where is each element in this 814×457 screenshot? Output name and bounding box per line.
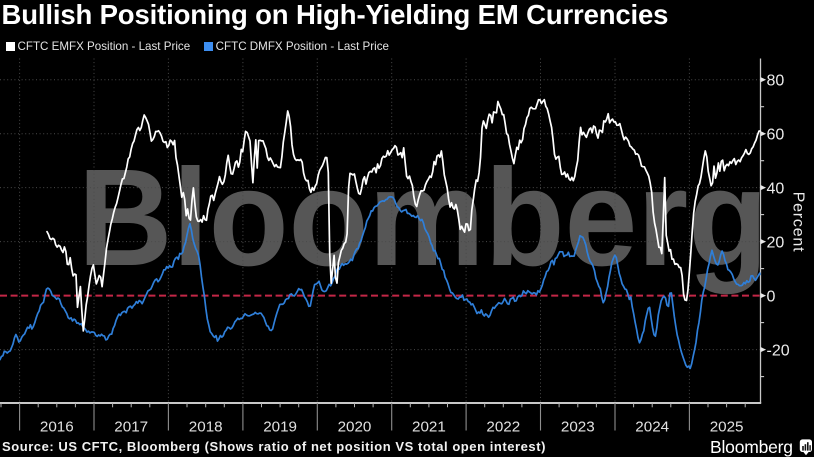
svg-text:40: 40 xyxy=(767,180,785,197)
svg-text:2025: 2025 xyxy=(710,419,744,436)
svg-text:2023: 2023 xyxy=(561,419,595,436)
svg-text:2020: 2020 xyxy=(338,419,372,436)
svg-text:2017: 2017 xyxy=(114,419,148,436)
svg-text:0: 0 xyxy=(767,288,776,305)
svg-text:80: 80 xyxy=(767,72,785,89)
svg-text:60: 60 xyxy=(767,126,785,143)
svg-text:2019: 2019 xyxy=(263,419,297,436)
svg-text:Percent: Percent xyxy=(790,192,807,253)
svg-text:Bloomberg: Bloomberg xyxy=(78,141,768,295)
svg-text:2022: 2022 xyxy=(486,419,520,436)
svg-text:2024: 2024 xyxy=(635,419,669,436)
svg-text:2018: 2018 xyxy=(189,419,223,436)
svg-text:-20: -20 xyxy=(767,342,790,359)
svg-text:2016: 2016 xyxy=(40,419,74,436)
svg-text:2021: 2021 xyxy=(412,419,446,436)
svg-text:20: 20 xyxy=(767,234,785,251)
